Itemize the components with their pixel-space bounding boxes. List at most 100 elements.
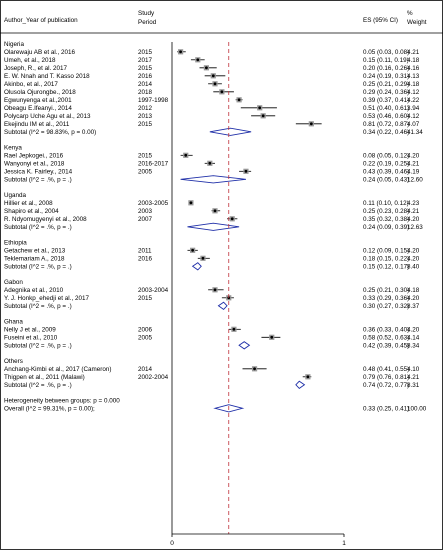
study-point xyxy=(237,98,241,102)
study-es-text: 0.12 (0.09, 0.15) xyxy=(363,248,409,255)
study-point xyxy=(179,50,183,54)
study-author: Adegnika et al., 2010 xyxy=(4,287,64,294)
subtotal-es-text: 0.74 (0.72, 0.77) xyxy=(363,382,409,389)
study-author: Olarewaju AB et al., 2016 xyxy=(4,49,76,56)
study-weight: 4.22 xyxy=(407,97,420,104)
study-period: 2016-2017 xyxy=(138,161,169,168)
study-es-text: 0.39 (0.37, 0.41) xyxy=(363,97,409,104)
study-point xyxy=(205,66,208,70)
study-es-text: 0.20 (0.16, 0.26) xyxy=(363,65,409,72)
study-es-text: 0.48 (0.41, 0.55) xyxy=(363,366,409,373)
subtotal-label: Subtotal (I^2 = .%, p = .) xyxy=(4,224,72,231)
x-tick-label-0: 0 xyxy=(170,540,174,547)
study-period: 2015 xyxy=(138,121,153,128)
study-es-text: 0.15 (0.11, 0.19) xyxy=(363,57,409,64)
study-point xyxy=(213,288,217,292)
study-es-text: 0.51 (0.40, 0.61) xyxy=(363,105,409,112)
subtotal-es-text: 0.42 (0.39, 0.45) xyxy=(363,343,409,350)
subtotal-es-text: 0.24 (0.09, 0.39) xyxy=(363,224,409,231)
subtotal-es-text: 0.15 (0.12, 0.17) xyxy=(363,264,409,271)
group-label: Ethiopia xyxy=(4,240,27,247)
study-period: 2014 xyxy=(138,81,153,88)
study-weight: 4.21 xyxy=(407,208,420,215)
study-weight: 4.20 xyxy=(407,327,420,334)
study-weight: 4.19 xyxy=(407,169,420,176)
overall-label: Overall (I^2 = 99.31%, p = 0.00); xyxy=(4,406,95,413)
study-period: 1997-1998 xyxy=(138,97,169,104)
study-point xyxy=(220,90,224,94)
study-point xyxy=(244,169,248,173)
study-period: 2006 xyxy=(138,327,153,334)
subtotal-weight: 12.60 xyxy=(407,177,423,184)
study-author: Umeh, et al., 2018 xyxy=(4,57,56,64)
subtotal-label: Subtotal (I^2 = .%, p = .) xyxy=(4,382,72,389)
group-label: Others xyxy=(4,358,23,365)
study-weight: 4.13 xyxy=(407,73,420,80)
x-tick-label-1: 1 xyxy=(342,540,346,547)
study-author: Hillier et al., 2008 xyxy=(4,200,53,207)
study-weight: 4.12 xyxy=(407,113,420,120)
study-author: Olusola Ojurongbe., 2018 xyxy=(4,89,76,96)
subtotal-weight: 8.40 xyxy=(407,264,420,271)
study-es-text: 0.05 (0.03, 0.08) xyxy=(363,49,409,56)
subtotal-weight: 12.63 xyxy=(407,224,423,231)
study-author: Ekejindu IM et al., 2011 xyxy=(4,121,70,128)
study-period: 2017 xyxy=(138,57,153,64)
overall-diamond xyxy=(213,404,245,413)
group-label: Ghana xyxy=(4,319,23,326)
header-weight-line-2: Weight xyxy=(407,19,427,26)
study-author: Teklemariam A., 2018 xyxy=(4,256,65,263)
study-es-text: 0.53 (0.46, 0.60) xyxy=(363,113,409,120)
group-label: Nigeria xyxy=(4,41,24,48)
study-author: Y. J. Honkp_ehedji et al., 2017 xyxy=(4,295,89,302)
study-weight: 4.10 xyxy=(407,366,420,373)
study-period: 2015 xyxy=(138,153,153,160)
study-author: Obeagu E.Ifeanyi., 2014 xyxy=(4,105,72,112)
study-period: 2015 xyxy=(138,49,153,56)
study-es-text: 0.22 (0.19, 0.25) xyxy=(363,161,409,168)
study-point xyxy=(261,114,265,118)
subtotal-label: Subtotal (I^2 = .%, p = .) xyxy=(4,264,72,271)
subtotal-weight: 8.37 xyxy=(407,303,420,310)
study-author: Anchang-Kimbi et al., 2017 (Cameron) xyxy=(4,366,111,373)
study-period: 2016 xyxy=(138,256,153,263)
subtotal-diamond xyxy=(191,262,202,271)
subtotal-es-text: 0.24 (0.05, 0.43) xyxy=(363,177,409,184)
study-weight: 4.23 xyxy=(407,200,420,207)
study-author: Wanyonyi et al., 2018 xyxy=(4,161,65,168)
study-weight: 3.94 xyxy=(407,105,420,112)
study-es-text: 0.08 (0.05, 0.12) xyxy=(363,153,409,160)
subtotal-diamond xyxy=(217,301,228,310)
subtotal-es-text: 0.30 (0.27, 0.32) xyxy=(363,303,409,310)
subtotal-diamond xyxy=(209,127,252,136)
study-period: 2005 xyxy=(138,169,153,176)
study-es-text: 0.25 (0.21, 0.29) xyxy=(363,81,409,88)
study-weight: 4.14 xyxy=(407,335,420,342)
study-point xyxy=(309,122,313,126)
study-period: 2002-2004 xyxy=(138,374,169,381)
header-author: Author_Year of publication xyxy=(4,17,78,24)
overall-weight: 100.00 xyxy=(407,406,427,413)
study-author: Thigpen et al., 2011 (Malawi) xyxy=(4,374,85,381)
study-author: Polycarp Uche Agu et al., 2013 xyxy=(4,113,91,120)
study-point xyxy=(213,82,217,86)
study-weight: 4.20 xyxy=(407,248,420,255)
study-period: 2012 xyxy=(138,105,153,112)
study-es-text: 0.25 (0.23, 0.28) xyxy=(363,208,409,215)
study-author: Joseph, R., et al. 2017 xyxy=(4,65,68,72)
study-es-text: 0.58 (0.52, 0.63) xyxy=(363,335,409,342)
study-es-text: 0.79 (0.76, 0.81) xyxy=(363,374,409,381)
study-period: 2013 xyxy=(138,113,153,120)
study-es-text: 0.33 (0.29, 0.36) xyxy=(363,295,409,302)
study-es-text: 0.36 (0.33, 0.40) xyxy=(363,327,409,334)
study-point xyxy=(208,161,212,165)
subtotal-weight: 8.34 xyxy=(407,343,420,350)
subtotal-label: Subtotal (I^2 = .%, p = .) xyxy=(4,343,72,350)
study-weight: 4.21 xyxy=(407,161,420,168)
study-es-text: 0.24 (0.19, 0.31) xyxy=(363,73,409,80)
study-author: E. W. Nnah and T. Kasso 2018 xyxy=(4,73,90,80)
study-weight: 4.12 xyxy=(407,89,420,96)
study-period: 2018 xyxy=(138,89,153,96)
